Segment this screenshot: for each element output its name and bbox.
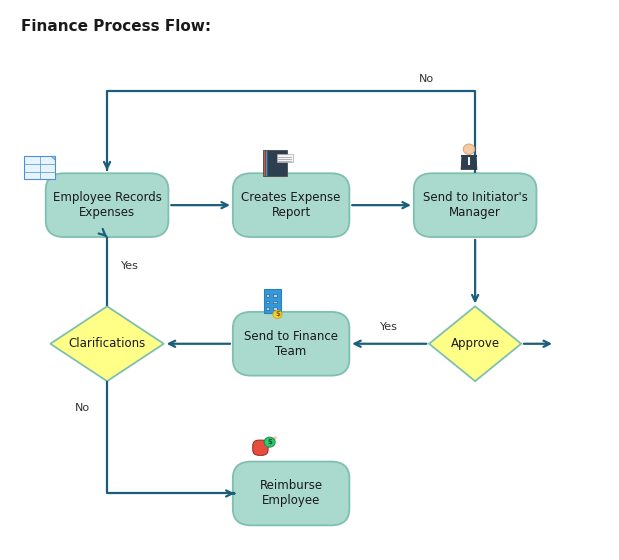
Text: $: $ (267, 439, 272, 445)
Text: Reimburse
Employee: Reimburse Employee (259, 479, 322, 507)
FancyBboxPatch shape (274, 301, 277, 304)
FancyBboxPatch shape (277, 154, 293, 162)
FancyBboxPatch shape (24, 156, 55, 179)
Text: Clarifications: Clarifications (69, 337, 145, 350)
FancyBboxPatch shape (274, 295, 277, 297)
FancyBboxPatch shape (274, 307, 277, 310)
FancyBboxPatch shape (266, 301, 269, 304)
FancyBboxPatch shape (413, 173, 537, 237)
FancyBboxPatch shape (264, 288, 282, 313)
Text: Finance Process Flow:: Finance Process Flow: (21, 20, 211, 34)
FancyBboxPatch shape (253, 440, 268, 455)
Text: Creates Expense
Report: Creates Expense Report (241, 191, 341, 219)
FancyBboxPatch shape (264, 150, 284, 176)
Polygon shape (51, 156, 55, 160)
FancyBboxPatch shape (266, 307, 269, 310)
Text: No: No (75, 403, 90, 413)
FancyBboxPatch shape (233, 312, 349, 376)
Text: Send to Initiator's
Manager: Send to Initiator's Manager (423, 191, 527, 219)
Polygon shape (50, 306, 164, 381)
Polygon shape (461, 156, 477, 169)
FancyBboxPatch shape (46, 173, 168, 237)
Text: $: $ (275, 311, 280, 318)
Circle shape (273, 310, 282, 319)
FancyBboxPatch shape (267, 150, 287, 176)
Text: Employee Records
Expenses: Employee Records Expenses (53, 191, 162, 219)
FancyBboxPatch shape (265, 150, 285, 176)
Text: Yes: Yes (121, 261, 139, 271)
Circle shape (264, 437, 275, 447)
FancyBboxPatch shape (233, 173, 349, 237)
FancyBboxPatch shape (233, 461, 349, 525)
FancyBboxPatch shape (266, 295, 269, 297)
Text: Approve: Approve (451, 337, 500, 350)
Text: No: No (418, 74, 434, 85)
Text: Yes: Yes (380, 321, 398, 332)
Polygon shape (429, 306, 521, 381)
Text: Send to Finance
Team: Send to Finance Team (244, 330, 338, 358)
Circle shape (463, 144, 475, 155)
